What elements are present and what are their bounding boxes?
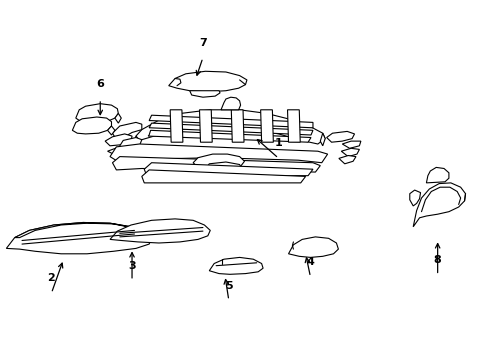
Polygon shape (199, 110, 212, 142)
Polygon shape (170, 110, 183, 142)
Polygon shape (320, 133, 325, 146)
Text: 5: 5 (224, 280, 232, 291)
Polygon shape (260, 110, 273, 142)
Polygon shape (110, 219, 210, 243)
Text: 1: 1 (274, 138, 282, 148)
Polygon shape (426, 167, 448, 183)
Polygon shape (168, 71, 246, 92)
Polygon shape (142, 170, 305, 183)
Polygon shape (112, 157, 320, 172)
Polygon shape (6, 222, 151, 254)
Polygon shape (76, 104, 118, 123)
Text: 2: 2 (47, 273, 55, 283)
Polygon shape (112, 122, 142, 140)
Text: 8: 8 (433, 255, 441, 265)
Polygon shape (149, 115, 312, 128)
Polygon shape (193, 154, 244, 169)
Polygon shape (115, 113, 121, 123)
Text: 7: 7 (199, 37, 206, 48)
Polygon shape (342, 141, 360, 148)
Polygon shape (341, 148, 359, 157)
Polygon shape (144, 163, 312, 176)
Polygon shape (338, 156, 355, 164)
Polygon shape (205, 162, 242, 176)
Polygon shape (107, 126, 115, 135)
Polygon shape (409, 190, 420, 206)
Polygon shape (15, 222, 144, 238)
Text: 3: 3 (128, 261, 136, 271)
Polygon shape (221, 97, 240, 110)
Polygon shape (107, 148, 127, 156)
Polygon shape (189, 91, 220, 97)
Polygon shape (120, 138, 142, 149)
Polygon shape (149, 123, 312, 135)
Polygon shape (105, 134, 132, 146)
Polygon shape (136, 110, 325, 144)
Text: 4: 4 (306, 257, 314, 267)
Polygon shape (288, 237, 338, 257)
Polygon shape (134, 136, 139, 148)
Polygon shape (209, 257, 263, 274)
Polygon shape (110, 144, 327, 163)
Polygon shape (148, 130, 310, 142)
Polygon shape (326, 131, 354, 142)
Polygon shape (412, 183, 465, 227)
Text: 6: 6 (96, 79, 104, 89)
Polygon shape (72, 117, 111, 134)
Polygon shape (287, 110, 300, 142)
Polygon shape (231, 110, 244, 142)
